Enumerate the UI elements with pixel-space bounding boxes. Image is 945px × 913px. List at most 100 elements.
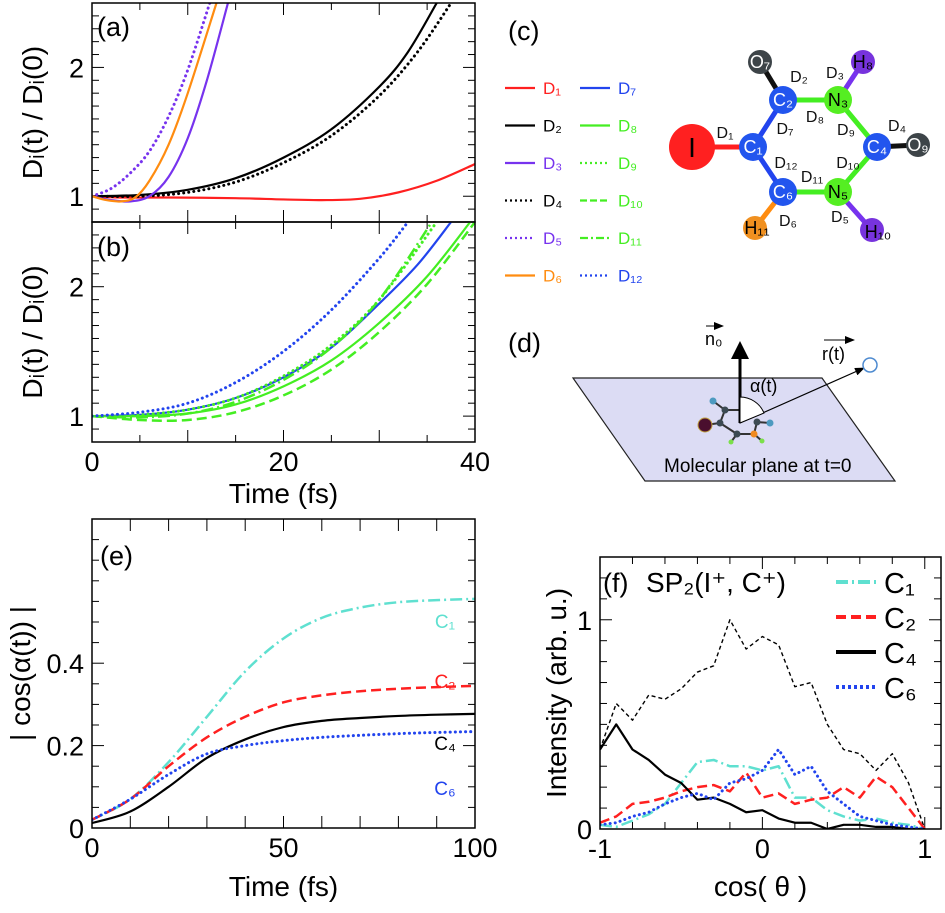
legend-label: D₂ (543, 117, 562, 136)
atom-n5 (824, 178, 852, 206)
curve-annotation: C₆ (434, 779, 455, 800)
series-group-b (92, 222, 475, 422)
atom-label-i: I (688, 132, 696, 163)
series-line-f-3 (600, 723, 925, 829)
bond-label-d6: D₆ (779, 213, 797, 230)
series-line-f-2 (600, 771, 926, 829)
atom-label-h11: H₁₁ (744, 218, 769, 238)
atom-h8 (851, 50, 875, 74)
series-line-a-1 (92, 3, 438, 198)
atom-label-h8: H₈ (853, 52, 873, 72)
y-tick-label: 0 (69, 814, 84, 844)
y-tick-label: 0.4 (46, 649, 84, 679)
mini-molecule (697, 397, 774, 445)
bond-label-d12: D₁₂ (774, 155, 797, 172)
legend-label: C₄ (884, 638, 917, 670)
y-tick-label: 0 (577, 815, 592, 845)
y-tick-label: 1 (69, 182, 84, 212)
panel-label-f: (f) (603, 568, 628, 598)
legend-label: D₅ (543, 229, 562, 248)
angle-label: α(t) (750, 376, 777, 396)
x-tick-label: 40 (460, 447, 490, 477)
series-line-b-0 (92, 222, 452, 418)
fragment-ion-circle (862, 357, 878, 373)
atom-c1 (739, 133, 767, 161)
legend-label: D₁₁ (618, 229, 642, 248)
series-group-a (92, 3, 475, 203)
x-axis-title-e: Time (fs) (229, 871, 338, 902)
x-tick-label: 50 (268, 833, 298, 863)
y-axis-title-a: Dᵢ(t) / Dᵢ(0) (17, 46, 48, 179)
bond-label-d10: D₁₀ (836, 155, 860, 172)
atom-label-c6: C₆ (773, 182, 793, 202)
y-tick-label: 2 (69, 273, 84, 303)
plot-frame-f (599, 556, 942, 830)
y-tick-label: 2 (69, 53, 84, 83)
atom-c4 (863, 133, 891, 161)
plot-frame-e (91, 518, 476, 829)
legend-label: D₈ (618, 117, 637, 136)
y-axis-title-f: Intensity (arb. u.) (541, 588, 572, 798)
atom-label-c4: C₄ (867, 137, 887, 157)
series-line-e-0 (92, 597, 475, 821)
x-tick-label: -1 (588, 834, 612, 864)
atom-n3 (824, 86, 852, 114)
x-tick-label: 0 (755, 834, 770, 864)
y-tick-label: 0.2 (46, 732, 84, 762)
y-axis-title-b: Dᵢ(t) / Dᵢ(0) (17, 265, 48, 398)
y-tick-label: 1 (577, 606, 592, 636)
atom-c6 (769, 178, 797, 206)
legend-label: C₂ (884, 603, 916, 635)
series-line-f-4 (600, 747, 927, 829)
panel-label-a: (a) (97, 12, 130, 42)
plot-frame-b (91, 221, 476, 443)
series-line-e-3 (92, 730, 475, 822)
legend-label: D₁₂ (618, 267, 643, 286)
x-tick-label: 1 (917, 834, 932, 864)
series-line-b-1 (92, 222, 472, 418)
legend-c: D₁ D₂ D₃ D₄ D₅ D₆ D₇ D₈ D₉ D₁₀ D₁₁ D₁₂ (505, 79, 643, 286)
legend-label: D₄ (543, 192, 562, 211)
curve-annotation: C₄ (434, 734, 456, 755)
molecule-diagram: I C₁ C₂ N₃ C₄ N₅ C₆ O₇ H₈ O₉ H₁₀ H₁₁ D₁ … (669, 50, 930, 242)
atom-o7 (748, 50, 772, 74)
chart-panel-a: 1 2 Dᵢ(t) / Dᵢ(0) (17, 2, 476, 223)
atom-label-n3: N₃ (828, 90, 848, 110)
atom-h10 (860, 218, 884, 242)
x-axis-title-b: Time (fs) (229, 478, 338, 509)
x-tick-label: 0 (84, 447, 99, 477)
series-line-b-2 (92, 222, 439, 418)
series-group-e (92, 597, 475, 825)
bond-label-d9: D₉ (837, 122, 855, 139)
legend-label: D₆ (543, 267, 562, 286)
atom-label-o7: O₇ (750, 52, 770, 72)
angle-diagram: n₀ r(t) α(t) Molecular plane at t=0 (571, 322, 897, 482)
atom-o9 (906, 133, 930, 157)
plane-label: Molecular plane at t=0 (664, 456, 851, 477)
legend-label: D₁ (543, 79, 561, 98)
legend-label: C₆ (884, 673, 917, 705)
atom-c2 (769, 86, 797, 114)
y-tick-label: 1 (69, 402, 84, 432)
atom-label-n5: N₅ (828, 182, 848, 202)
angle-arc (739, 396, 765, 424)
curve-annotation: C₂ (434, 672, 455, 693)
series-line-e-2 (92, 712, 475, 825)
x-tick-label: 100 (452, 833, 497, 863)
legend-label: C₁ (884, 568, 915, 600)
ticks-b (91, 221, 476, 443)
normal-vector-label: n₀ (705, 329, 722, 349)
atom-label-h10: H₁₀ (865, 222, 892, 242)
series-line-b-4 (92, 222, 433, 419)
series-line-a-5 (92, 3, 218, 203)
series-line-e-1 (92, 684, 475, 821)
bond-label-d2: D₂ (790, 69, 808, 86)
x-tick-label: 20 (268, 447, 298, 477)
atom-h11 (743, 216, 767, 240)
bond-label-d1: D₁ (717, 125, 734, 142)
bond-label-d8: D₈ (806, 109, 824, 126)
panel-label-c: (c) (508, 16, 539, 46)
